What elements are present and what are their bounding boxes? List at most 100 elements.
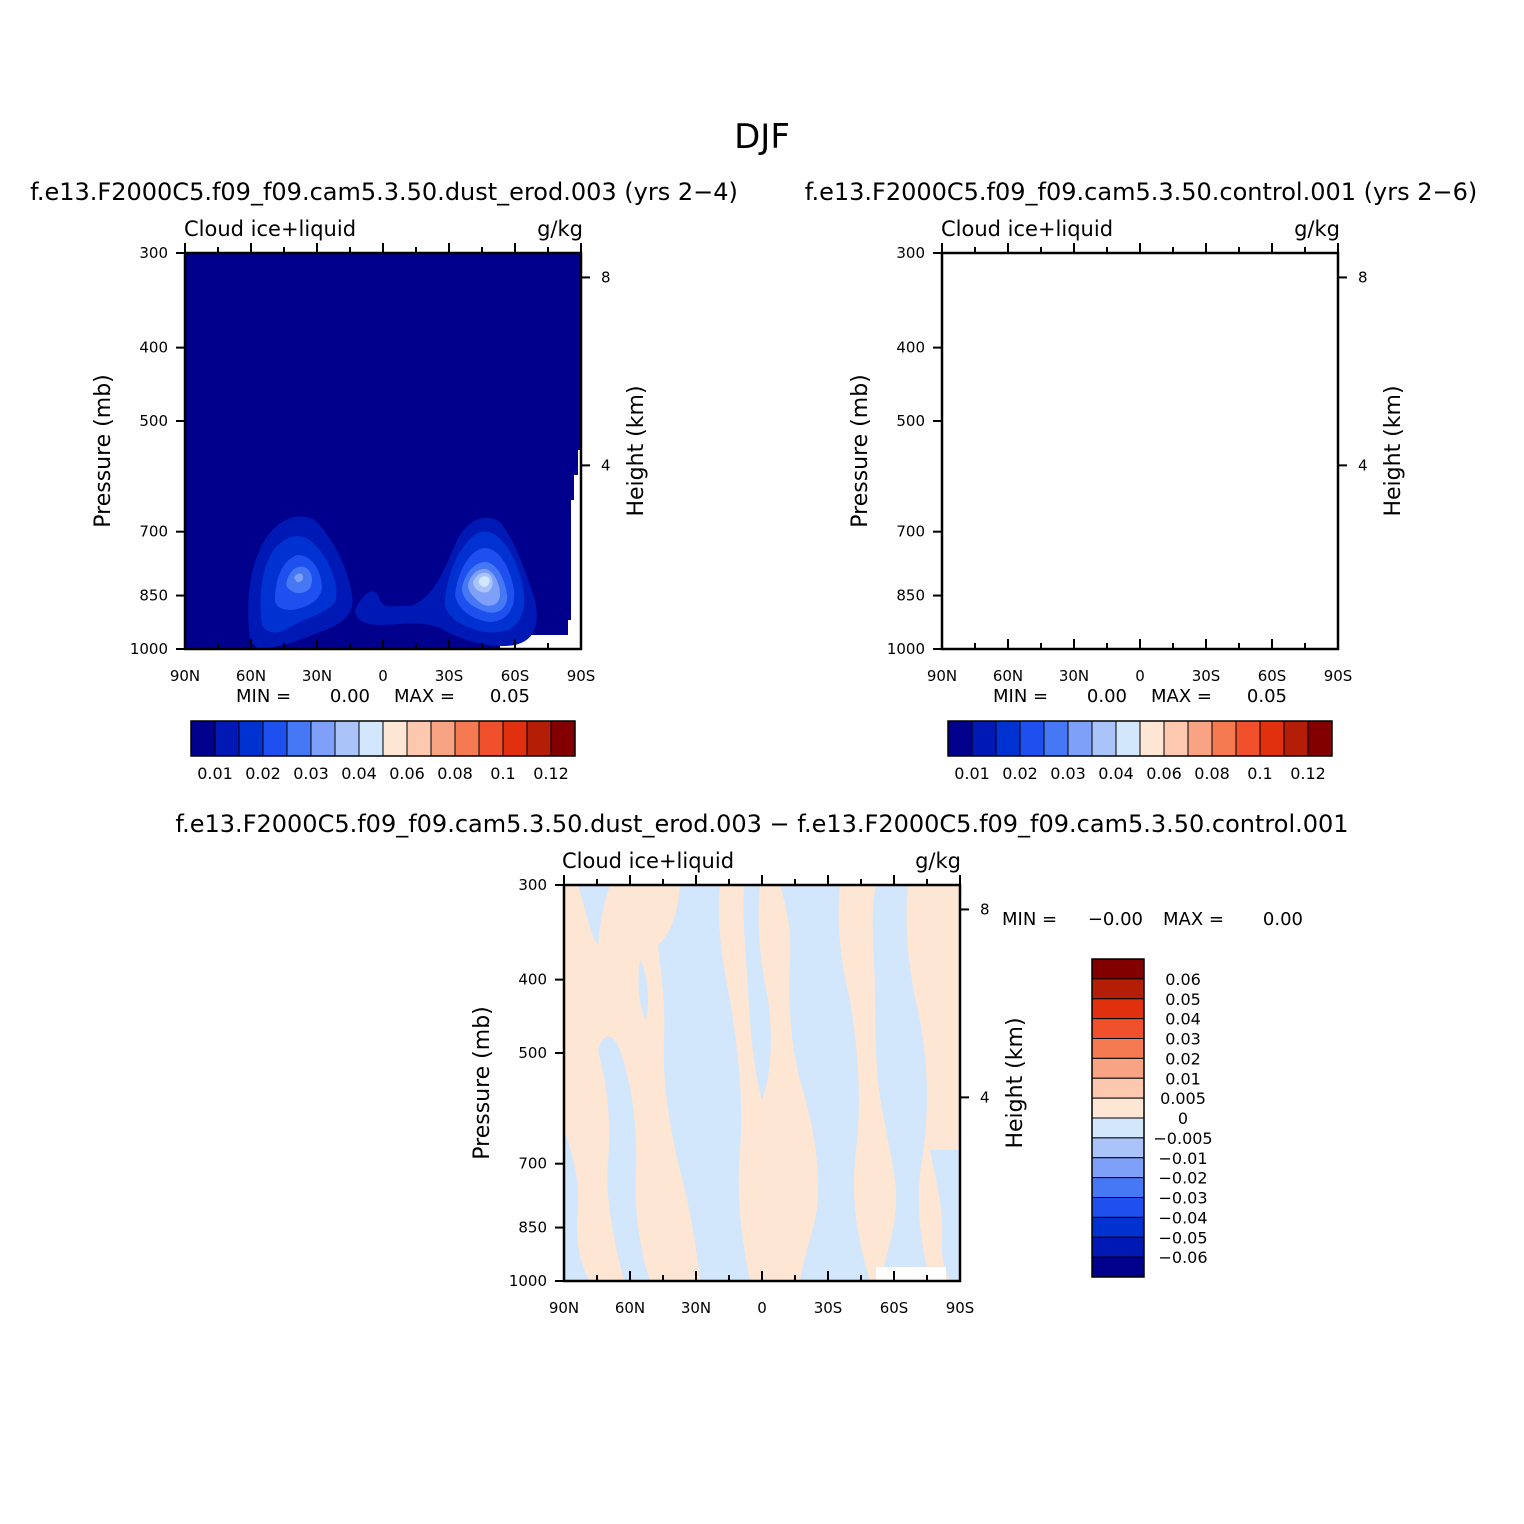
y-tick-label: 500 bbox=[518, 1044, 547, 1062]
x-tick-label: 90S bbox=[1324, 667, 1353, 685]
field-contour bbox=[1212, 548, 1271, 622]
field-contour bbox=[1018, 536, 1094, 632]
x-tick-label: 60N bbox=[236, 667, 266, 685]
x-tick-label: 30S bbox=[1192, 667, 1221, 685]
colorbar-frame bbox=[190, 720, 576, 757]
field-contour bbox=[1236, 576, 1247, 587]
colorbar-label: 0.01 bbox=[197, 764, 233, 783]
x-tick-label: 30N bbox=[681, 1299, 711, 1317]
colorbar-swatch bbox=[1283, 720, 1309, 757]
min-value: 0.00 bbox=[1087, 686, 1127, 707]
colorbar-swatch bbox=[1091, 958, 1145, 980]
colorbar-label: 0.005 bbox=[1160, 1089, 1206, 1108]
colorbar-label: 0.04 bbox=[1098, 764, 1134, 783]
colorbar-label: −0.06 bbox=[1158, 1248, 1207, 1267]
y-tick-label: 700 bbox=[139, 523, 168, 541]
colorbar-swatch bbox=[1235, 720, 1261, 757]
y-tick-label: 850 bbox=[518, 1219, 547, 1237]
colorbar-swatch bbox=[1091, 1197, 1145, 1218]
colorbar-swatch bbox=[526, 720, 552, 757]
field-plot bbox=[564, 885, 960, 1281]
field-contour bbox=[500, 450, 581, 649]
y2-tick-label: 4 bbox=[1358, 456, 1368, 474]
colorbar-swatch bbox=[190, 720, 216, 757]
colorbar-swatch bbox=[1043, 720, 1069, 757]
colorbar-swatch bbox=[1091, 1038, 1145, 1059]
colorbar-swatch bbox=[214, 720, 240, 757]
colorbar-swatch bbox=[1091, 1057, 1145, 1079]
min-value: −0.00 bbox=[1088, 909, 1143, 930]
colorbar-label: 0.04 bbox=[1165, 1010, 1201, 1029]
variable-label: Cloud ice+liquid bbox=[184, 217, 356, 241]
field-contour bbox=[1032, 555, 1079, 610]
colorbar-swatch bbox=[1307, 720, 1333, 757]
min-label: MIN = bbox=[1002, 909, 1057, 930]
colorbar-label: −0.005 bbox=[1153, 1129, 1212, 1148]
colorbar-swatch bbox=[1091, 1256, 1145, 1278]
colorbar-swatch bbox=[1019, 720, 1045, 757]
y-axis-title: Pressure (mb) bbox=[848, 374, 873, 528]
colorbar-swatch bbox=[1211, 720, 1237, 757]
colorbar-swatch bbox=[1091, 1157, 1145, 1179]
variable-label: Cloud ice+liquid bbox=[562, 849, 734, 873]
axis-ticks: 90N 60N 30N 0 30S 60S 90S 300 400 500 700 850 1000 8 4 bbox=[887, 243, 1368, 685]
colorbar-label: −0.01 bbox=[1158, 1149, 1207, 1168]
colorbar-swatch bbox=[334, 720, 360, 757]
colorbar-swatch bbox=[1091, 1097, 1145, 1119]
colorbar-label: 0.02 bbox=[1165, 1049, 1201, 1068]
y-tick-label: 400 bbox=[896, 339, 925, 357]
colorbar-swatch bbox=[1091, 1216, 1145, 1238]
max-label: MAX = bbox=[394, 686, 455, 707]
max-label: MAX = bbox=[1163, 909, 1224, 930]
field-contour bbox=[1005, 516, 1109, 649]
colorbar-swatch bbox=[1091, 1077, 1145, 1099]
y-tick-label: 300 bbox=[896, 244, 925, 262]
field-background bbox=[942, 253, 1338, 649]
min-label: MIN = bbox=[993, 686, 1048, 707]
case-title: f.e13.F2000C5.f09_f09.cam5.3.50.dust_ero… bbox=[175, 810, 1348, 838]
colorbar-label: 0.03 bbox=[1165, 1030, 1201, 1049]
field-contour-negative bbox=[638, 960, 648, 1020]
colorbar-swatch bbox=[1091, 720, 1117, 757]
x-tick-label: 60N bbox=[993, 667, 1023, 685]
axis-ticks: 90N 60N 30N 0 30S 60S 90S 300 400 500 700 850 1000 8 4 bbox=[130, 243, 611, 685]
field-contour bbox=[1202, 532, 1281, 633]
colorbar-swatch bbox=[1163, 720, 1189, 757]
colorbar-frame bbox=[947, 720, 1333, 757]
colorbar-swatch bbox=[358, 720, 384, 757]
y2-axis-title: Height (km) bbox=[1381, 385, 1406, 516]
x-tick-label: 90S bbox=[567, 667, 596, 685]
max-value: 0.00 bbox=[1263, 909, 1303, 930]
y2-tick-label: 8 bbox=[980, 900, 990, 918]
colorbar-swatch bbox=[1091, 1137, 1145, 1159]
colorbar-swatch bbox=[1091, 998, 1145, 1020]
y-tick-label: 700 bbox=[896, 523, 925, 541]
colorbar-swatch bbox=[971, 720, 997, 757]
x-tick-label: 0 bbox=[757, 1299, 767, 1317]
colorbar-swatch bbox=[502, 720, 528, 757]
field-contour-negative bbox=[658, 885, 750, 1281]
min-value: 0.00 bbox=[330, 686, 370, 707]
colorbar-swatch bbox=[995, 720, 1021, 757]
field-contour bbox=[1225, 569, 1257, 606]
field-contour bbox=[1219, 562, 1264, 613]
field-contour bbox=[478, 576, 490, 587]
field-contour-negative bbox=[598, 1036, 650, 1281]
x-tick-label: 90N bbox=[927, 667, 957, 685]
y-tick-label: 700 bbox=[518, 1155, 547, 1173]
colorbar-label: −0.05 bbox=[1158, 1228, 1207, 1247]
colorbar-label: 0.04 bbox=[341, 764, 377, 783]
colorbar-label: −0.03 bbox=[1158, 1189, 1207, 1208]
colorbar-swatch bbox=[1091, 1018, 1145, 1039]
colorbar-swatch bbox=[1139, 720, 1165, 757]
colorbar-label: 0.08 bbox=[437, 764, 473, 783]
colorbar-swatch bbox=[947, 720, 973, 757]
y-tick-label: 1000 bbox=[887, 640, 925, 658]
panel-difference: f.e13.F2000C5.f09_f09.cam5.3.50.dust_ero… bbox=[175, 810, 1348, 1317]
panel-control: f.e13.F2000C5.f09_f09.cam5.3.50.control.… bbox=[805, 178, 1478, 783]
colorbar: 0.060.050.040.030.020.010.0050−0.005−0.0… bbox=[1091, 958, 1213, 1278]
y-tick-label: 1000 bbox=[130, 640, 168, 658]
x-tick-label: 60S bbox=[880, 1299, 909, 1317]
y-tick-label: 1000 bbox=[509, 1272, 547, 1290]
colorbar-swatch bbox=[1187, 720, 1213, 757]
